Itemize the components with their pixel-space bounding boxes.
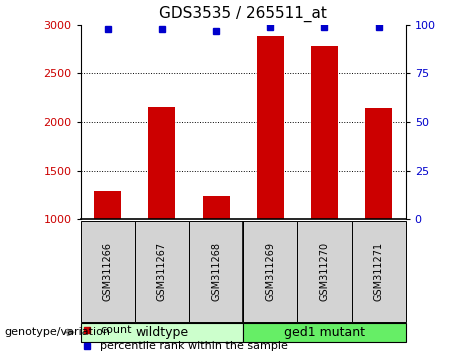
- Bar: [81, 221, 135, 322]
- Text: genotype/variation: genotype/variation: [5, 327, 111, 337]
- Text: GSM311271: GSM311271: [373, 242, 384, 301]
- Bar: [257, 36, 284, 219]
- Text: GSM311266: GSM311266: [103, 242, 113, 301]
- Bar: [352, 221, 406, 322]
- Title: GDS3535 / 265511_at: GDS3535 / 265511_at: [159, 6, 327, 22]
- Text: wildtype: wildtype: [136, 326, 189, 339]
- Bar: [297, 221, 352, 322]
- Bar: [135, 221, 189, 322]
- Bar: [365, 108, 392, 219]
- Bar: [311, 46, 338, 219]
- Text: GSM311267: GSM311267: [157, 242, 167, 301]
- Bar: [81, 323, 243, 342]
- Bar: [189, 221, 243, 322]
- Bar: [202, 196, 230, 219]
- Text: count: count: [100, 325, 132, 335]
- Text: percentile rank within the sample: percentile rank within the sample: [100, 341, 288, 351]
- Bar: [243, 221, 297, 322]
- Text: GSM311268: GSM311268: [211, 242, 221, 301]
- Bar: [243, 323, 406, 342]
- Bar: [94, 191, 121, 219]
- Text: GSM311270: GSM311270: [319, 242, 330, 301]
- Bar: [148, 107, 176, 219]
- Text: ged1 mutant: ged1 mutant: [284, 326, 365, 339]
- Text: GSM311269: GSM311269: [265, 242, 275, 301]
